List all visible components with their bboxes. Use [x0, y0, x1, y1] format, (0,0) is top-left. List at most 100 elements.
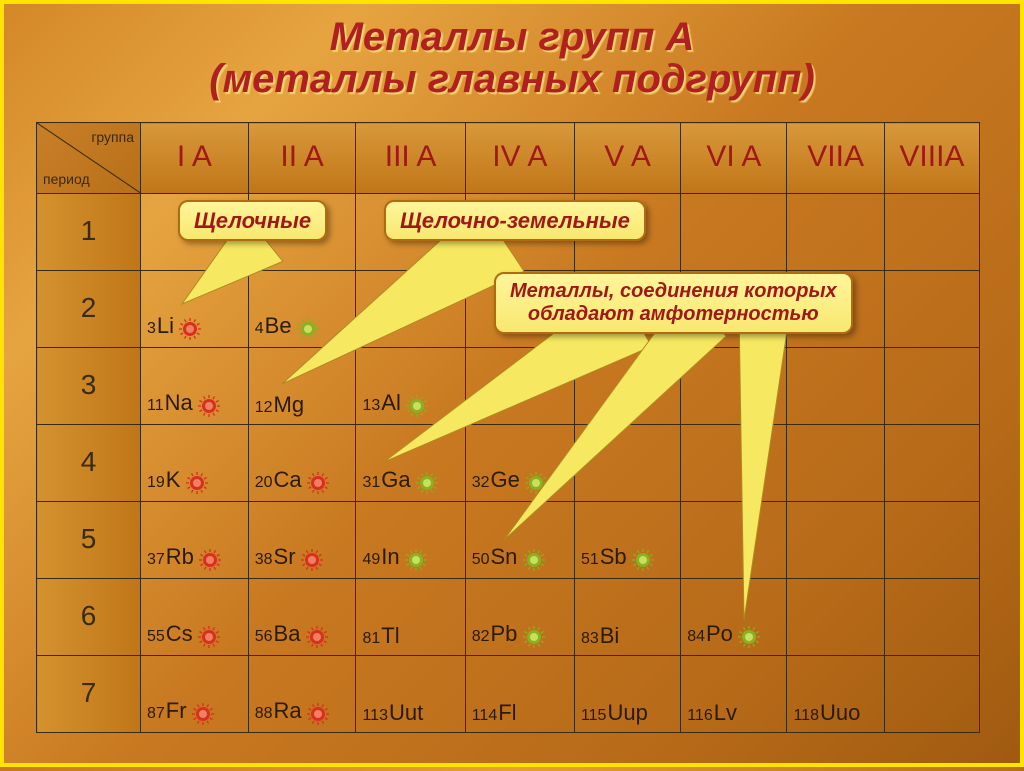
col-head-3: III A [356, 123, 465, 194]
element-Cs: 55 Cs [147, 621, 193, 647]
atomic-number: 3 [147, 320, 156, 338]
atomic-number: 83 [581, 630, 599, 648]
header-row: группа период I A II A III A IV A V A VI… [37, 123, 980, 194]
cell [787, 347, 884, 424]
cell: 81 Tl [356, 578, 465, 655]
element-Al: 13 Al [362, 390, 400, 416]
atomic-number: 115 [581, 707, 607, 725]
atomic-number: 20 [255, 474, 273, 492]
cell [681, 424, 787, 501]
cell [681, 193, 787, 270]
element-Pb: 82 Pb [472, 621, 518, 647]
atomic-number: 51 [581, 551, 599, 569]
cell [574, 347, 680, 424]
element-symbol: Li [157, 313, 174, 339]
corner-cell: группа период [37, 123, 141, 194]
red-sun-icon [191, 702, 215, 726]
cell: 13 Al [356, 347, 465, 424]
cell [884, 655, 979, 732]
green-sun-icon [296, 317, 320, 341]
element-Sb: 51 Sb [581, 544, 627, 570]
element-symbol: Uup [607, 700, 647, 726]
cell [787, 424, 884, 501]
cell: 113 Uut [356, 655, 465, 732]
green-sun-icon [404, 548, 428, 572]
callout-alkali-label: Щелочные [178, 200, 327, 241]
cell [787, 501, 884, 578]
col-head-8: VIIIA [884, 123, 979, 194]
element-Po: 84 Po [687, 621, 733, 647]
grid-row: 4 19 K 20 Ca 31 Ga 32 Ge [37, 424, 980, 501]
element-symbol: Sn [491, 544, 518, 570]
title-line-1: Металлы групп А [4, 16, 1020, 58]
cell: 82 Pb [465, 578, 574, 655]
cell: 38 Sr [248, 501, 356, 578]
cell: 49 In [356, 501, 465, 578]
element-Na: 11 Na [147, 390, 193, 416]
element-Bi: 83 Bi [581, 623, 619, 649]
cell: 114 Fl [465, 655, 574, 732]
green-sun-icon [405, 394, 429, 418]
cell [574, 424, 680, 501]
green-sun-icon [631, 548, 655, 572]
element-K: 19 K [147, 467, 180, 493]
atomic-number: 118 [793, 707, 819, 725]
atomic-number: 55 [147, 628, 165, 646]
cell [465, 347, 574, 424]
atomic-number: 114 [472, 707, 498, 725]
callout-alkali: Щелочные [178, 200, 327, 241]
element-symbol: Be [265, 313, 292, 339]
element-symbol: Ga [381, 467, 410, 493]
atomic-number: 88 [255, 705, 273, 723]
atomic-number: 116 [687, 707, 713, 725]
row-head-4: 4 [37, 424, 141, 501]
red-sun-icon [306, 702, 330, 726]
col-head-7: VIIA [787, 123, 884, 194]
element-symbol: Rb [166, 544, 194, 570]
atomic-number: 82 [472, 628, 490, 646]
cell: 20 Ca [248, 424, 356, 501]
element-Uuo: 118 Uuo [793, 700, 860, 726]
red-sun-icon [185, 471, 209, 495]
atomic-number: 113 [362, 707, 388, 725]
element-symbol: Po [706, 621, 733, 647]
cell: 84 Po [681, 578, 787, 655]
element-Be: 4 Be [255, 313, 292, 339]
callout-amphoteric-line2: обладают амфотерностью [510, 303, 837, 326]
red-sun-icon [197, 625, 221, 649]
element-Ba: 56 Ba [255, 621, 301, 647]
red-sun-icon [305, 625, 329, 649]
element-Fr: 87 Fr [147, 698, 187, 724]
cell: 55 Cs [141, 578, 249, 655]
cell: 12 Mg [248, 347, 356, 424]
grid-row: 3 11 Na 12 Mg 13 Al [37, 347, 980, 424]
row-head-6: 6 [37, 578, 141, 655]
cell: 37 Rb [141, 501, 249, 578]
element-symbol: Ra [274, 698, 302, 724]
green-sun-icon [737, 625, 761, 649]
element-symbol: Mg [274, 392, 305, 418]
element-Ge: 32 Ge [472, 467, 520, 493]
element-Ga: 31 Ga [362, 467, 410, 493]
title-line-2: (металлы главных подгрупп) [4, 58, 1020, 100]
element-Lv: 116 Lv [687, 700, 737, 726]
green-sun-icon [415, 471, 439, 495]
cell: 50 Sn [465, 501, 574, 578]
element-symbol: Uut [389, 700, 423, 726]
element-Li: 3 Li [147, 313, 174, 339]
col-head-6: VI A [681, 123, 787, 194]
element-Uut: 113 Uut [362, 700, 423, 726]
red-sun-icon [306, 471, 330, 495]
atomic-number: 49 [362, 551, 380, 569]
callout-alkaline-earth-label: Щелочно-земельные [384, 200, 646, 241]
green-sun-icon [524, 471, 548, 495]
atomic-number: 56 [255, 628, 273, 646]
atomic-number: 12 [255, 399, 273, 417]
cell: 3 Li [141, 270, 249, 347]
cell: 118 Uuo [787, 655, 884, 732]
row-head-5: 5 [37, 501, 141, 578]
cell [884, 424, 979, 501]
cell: 32 Ge [465, 424, 574, 501]
element-symbol: Al [381, 390, 401, 416]
element-symbol: Fl [498, 700, 516, 726]
